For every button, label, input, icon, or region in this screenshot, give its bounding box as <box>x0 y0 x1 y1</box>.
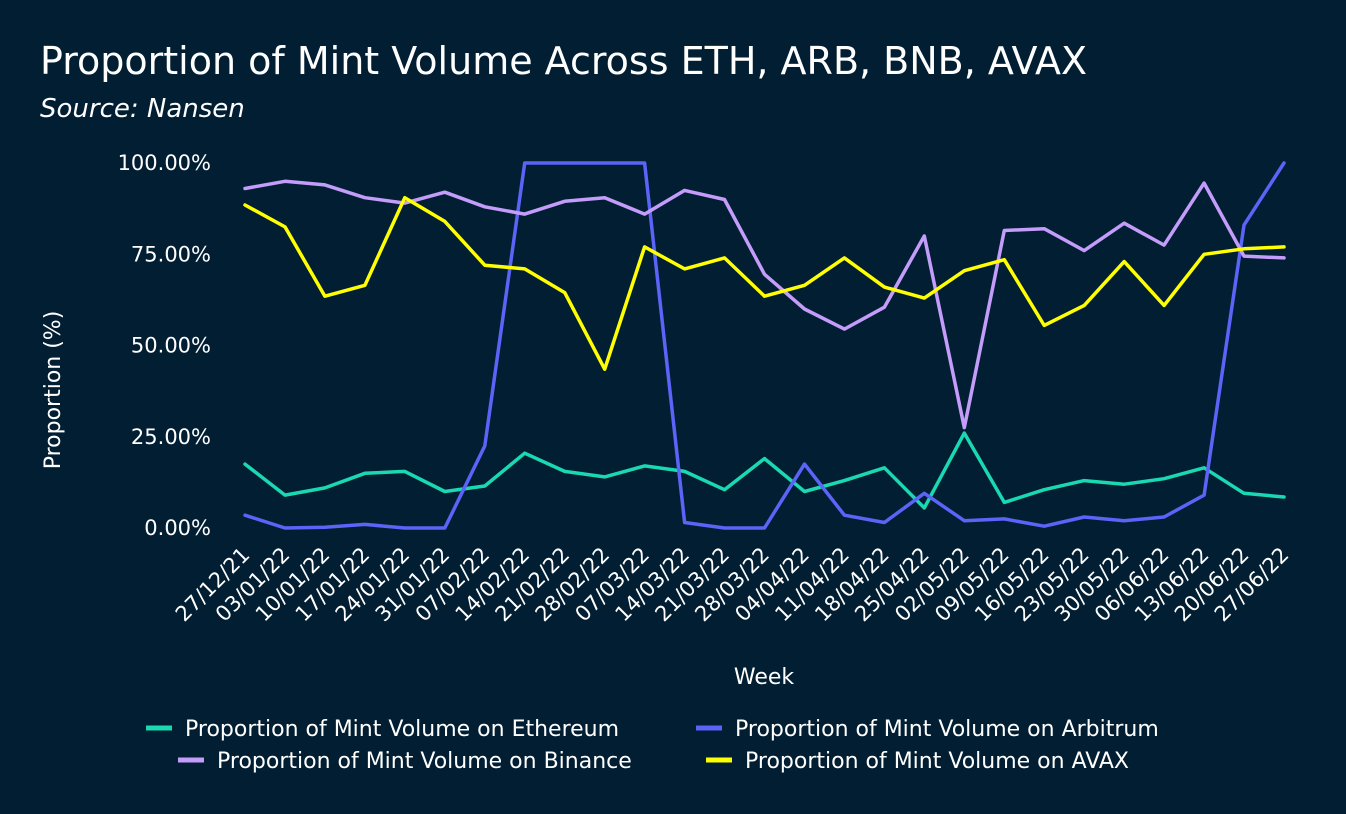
chart-subtitle: Source: Nansen <box>40 94 245 124</box>
legend-label: Proportion of Mint Volume on Binance <box>217 749 632 774</box>
y-axis-ticks: 0.00% 25.00% 50.00% 75.00% 100.00% <box>118 151 211 540</box>
x-axis-title: Week <box>734 665 795 690</box>
y-tick-label: 0.00% <box>144 516 211 540</box>
series-line-3 <box>243 195 1286 371</box>
legend-item[interactable]: Proportion of Mint Volume on Ethereum <box>146 717 619 742</box>
y-tick-label: 50.00% <box>131 334 211 358</box>
y-tick-label: 100.00% <box>118 151 211 175</box>
chart-title: Proportion of Mint Volume Across ETH, AR… <box>40 39 1087 83</box>
y-axis-title: Proportion (%) <box>41 311 66 470</box>
series-lines <box>243 161 1286 530</box>
legend-item[interactable]: Proportion of Mint Volume on AVAX <box>706 749 1129 774</box>
y-tick-label: 75.00% <box>131 242 211 266</box>
series-line-1 <box>243 161 1286 530</box>
legend: Proportion of Mint Volume on Ethereum Pro… <box>146 717 1159 774</box>
legend-label: Proportion of Mint Volume on AVAX <box>745 749 1129 774</box>
legend-item[interactable]: Proportion of Mint Volume on Arbitrum <box>696 717 1159 742</box>
legend-item[interactable]: Proportion of Mint Volume on Binance <box>178 749 632 774</box>
legend-label: Proportion of Mint Volume on Arbitrum <box>735 717 1159 742</box>
y-tick-label: 25.00% <box>131 425 211 449</box>
series-line-0 <box>243 431 1286 510</box>
series-line-2 <box>243 179 1286 430</box>
x-axis-ticks: 27/12/2103/01/2210/01/2217/01/2224/01/22… <box>171 543 1294 627</box>
legend-label: Proportion of Mint Volume on Ethereum <box>185 717 619 742</box>
